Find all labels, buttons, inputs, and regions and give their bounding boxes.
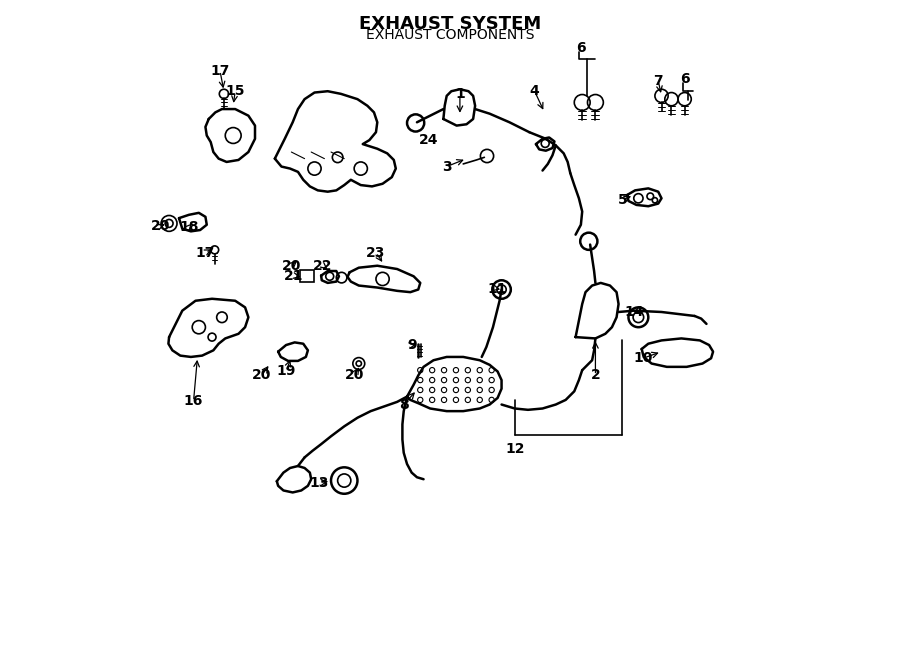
Text: 24: 24 — [419, 133, 438, 147]
Text: 16: 16 — [184, 394, 203, 408]
Text: 22: 22 — [313, 258, 333, 273]
Text: 18: 18 — [179, 219, 199, 234]
Text: 20: 20 — [345, 368, 364, 383]
Text: 4: 4 — [530, 84, 539, 98]
Text: 2: 2 — [590, 368, 600, 383]
Text: 20: 20 — [252, 368, 271, 383]
Text: 19: 19 — [276, 364, 296, 379]
Text: 14: 14 — [624, 305, 644, 319]
Text: 20: 20 — [151, 219, 170, 233]
Text: 8: 8 — [399, 397, 409, 412]
Text: EXHAUST SYSTEM: EXHAUST SYSTEM — [359, 15, 541, 32]
Text: 12: 12 — [505, 442, 525, 457]
Text: 13: 13 — [310, 475, 328, 490]
Text: 1: 1 — [455, 87, 464, 101]
Text: 5: 5 — [618, 192, 628, 207]
Text: 3: 3 — [442, 159, 452, 174]
Text: EXHAUST COMPONENTS: EXHAUST COMPONENTS — [365, 28, 535, 42]
Text: 6: 6 — [576, 40, 586, 55]
Text: 7: 7 — [653, 73, 663, 88]
Text: 21: 21 — [284, 268, 304, 283]
Bar — [300, 270, 314, 282]
Text: 9: 9 — [408, 338, 417, 352]
Text: 23: 23 — [366, 245, 386, 260]
Text: 11: 11 — [488, 282, 508, 296]
Text: 6: 6 — [680, 72, 689, 87]
Text: 15: 15 — [225, 84, 245, 98]
Text: 17: 17 — [195, 245, 215, 260]
Text: 20: 20 — [282, 258, 301, 273]
Text: 10: 10 — [634, 351, 652, 366]
Text: 17: 17 — [211, 63, 230, 78]
